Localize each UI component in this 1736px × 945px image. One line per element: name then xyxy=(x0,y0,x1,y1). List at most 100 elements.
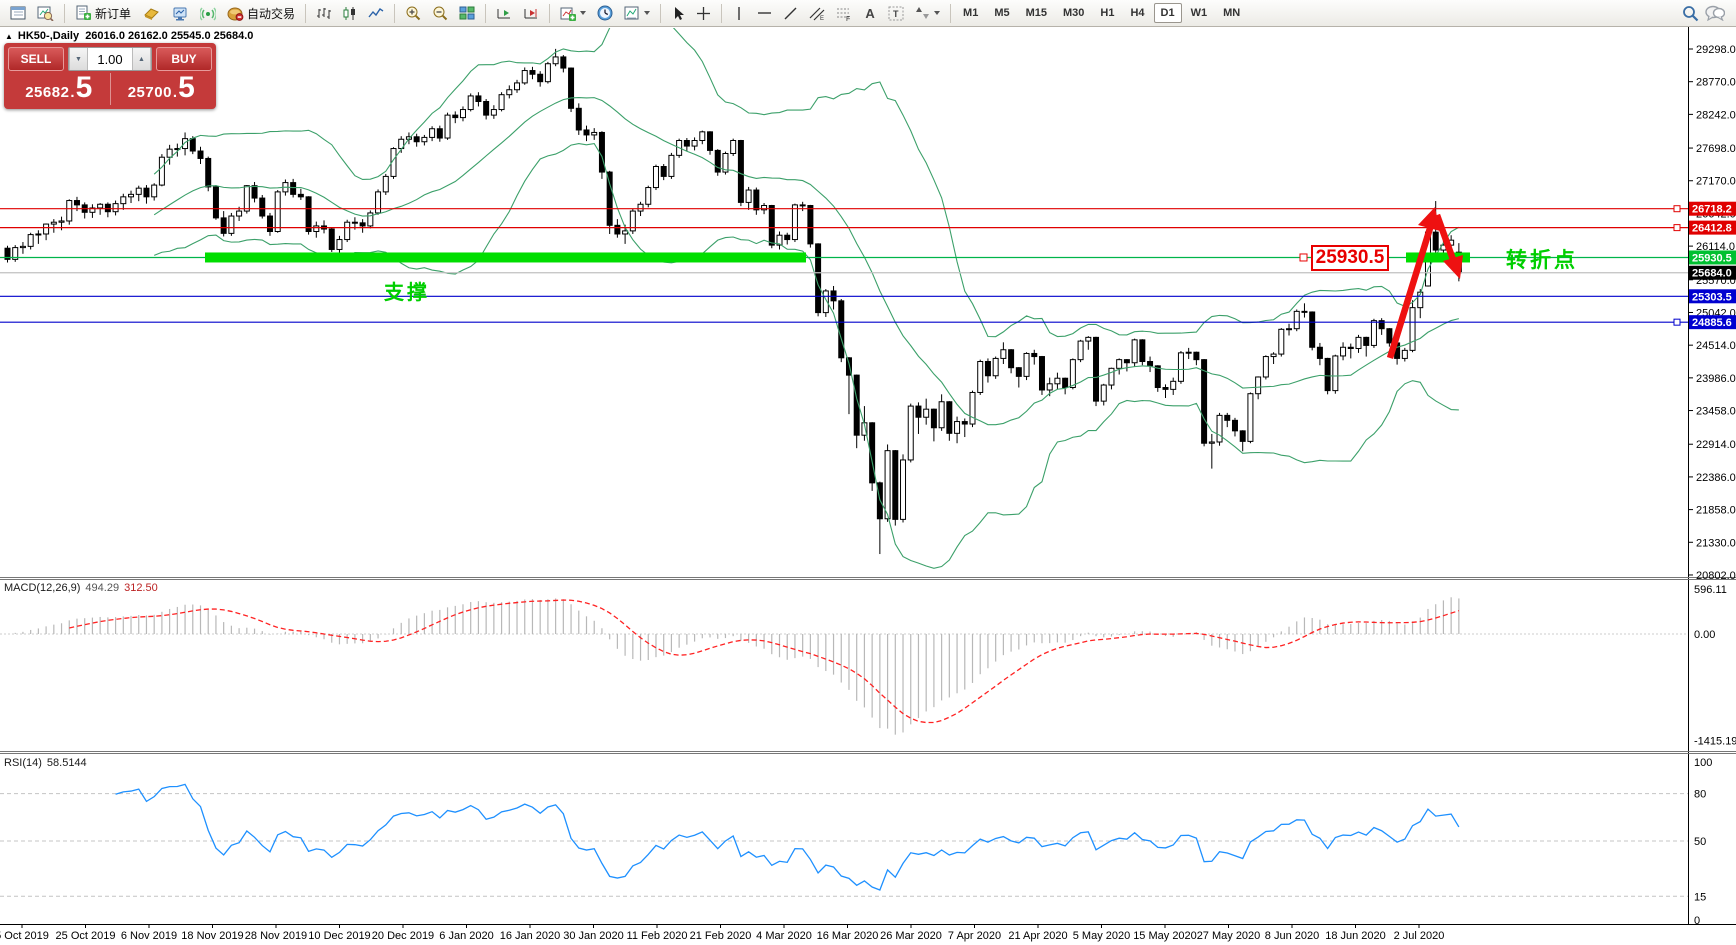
new-chart-button[interactable] xyxy=(5,2,31,24)
chart-header: ▲ HK50-,Daily 26016.0 26162.0 25545.0 256… xyxy=(5,30,253,42)
signals-button[interactable] xyxy=(195,2,221,24)
candlestick-mode-button[interactable] xyxy=(337,2,362,24)
channel-tool-button[interactable]: E xyxy=(804,2,830,24)
svg-text:50: 50 xyxy=(1694,836,1706,848)
timeframe-mn[interactable]: MN xyxy=(1223,7,1241,19)
svg-text:23458.0: 23458.0 xyxy=(1696,406,1736,418)
macd-pane xyxy=(0,597,1688,735)
svg-text:27698.0: 27698.0 xyxy=(1696,143,1736,155)
macd-main-value: 494.29 xyxy=(85,582,120,594)
support-annotation[interactable]: 支撑 xyxy=(384,282,430,304)
svg-text:23986.0: 23986.0 xyxy=(1696,373,1736,385)
chart-shift-button[interactable] xyxy=(518,2,544,24)
dropdown-caret-icon xyxy=(934,11,941,15)
turning-point-annotation[interactable]: 转折点 xyxy=(1506,249,1578,272)
rsi-axis: 100 80 50 15 0 xyxy=(1694,757,1712,927)
buy-price[interactable]: 25700. 5 xyxy=(109,73,213,105)
candles xyxy=(4,48,1462,555)
svg-text:80: 80 xyxy=(1694,789,1706,801)
profiles-button[interactable] xyxy=(32,2,59,24)
rsi-label: RSI(14) 58.5144 xyxy=(4,757,87,769)
crosshair-tool-button[interactable] xyxy=(691,2,716,24)
timeframe-w1[interactable]: W1 xyxy=(1190,7,1208,19)
svg-text:21330.0: 21330.0 xyxy=(1696,537,1736,549)
frame xyxy=(0,27,1736,925)
indicators-button[interactable] xyxy=(555,2,591,24)
auto-scroll-button[interactable] xyxy=(491,2,517,24)
line-chart-mode-button[interactable] xyxy=(363,2,389,24)
volume-control: ▼ 1.00 ▲ xyxy=(68,47,152,71)
svg-text:4 Mar 2020: 4 Mar 2020 xyxy=(756,930,812,942)
trend-arrows xyxy=(1386,207,1463,359)
label-tool-button[interactable]: T xyxy=(883,2,909,24)
support-bands xyxy=(205,252,1470,263)
toolbar-separator xyxy=(660,3,662,23)
svg-text:22914.0: 22914.0 xyxy=(1696,439,1736,451)
chart-background xyxy=(0,27,1736,945)
zoom-out-button[interactable] xyxy=(427,2,453,24)
volume-decrease-button[interactable]: ▼ xyxy=(69,48,88,70)
toolbar-separator xyxy=(64,3,65,23)
fibonacci-icon: F xyxy=(837,8,850,21)
svg-text:16 Jan 2020: 16 Jan 2020 xyxy=(500,930,561,942)
templates-icon xyxy=(624,6,639,19)
periods-button[interactable] xyxy=(592,2,618,24)
chat-icon[interactable] xyxy=(1705,5,1725,21)
cursor-tool-button[interactable] xyxy=(666,2,690,24)
indicators-icon xyxy=(560,7,577,21)
trendline-tool-button[interactable] xyxy=(778,2,803,24)
fibonacci-tool-button[interactable]: F xyxy=(831,2,857,24)
templates-button[interactable] xyxy=(619,2,655,24)
toolbar-separator xyxy=(305,3,307,23)
new-order-button[interactable]: 新订单 xyxy=(70,2,136,24)
arrows-tool-button[interactable] xyxy=(910,2,945,24)
svg-text:7 Apr 2020: 7 Apr 2020 xyxy=(948,930,1001,942)
timeframe-h1[interactable]: H1 xyxy=(1100,7,1115,19)
search-icon[interactable] xyxy=(1682,5,1699,22)
svg-text:27 May 2020: 27 May 2020 xyxy=(1197,930,1261,942)
autotrading-icon xyxy=(227,7,244,21)
svg-text:24885.6: 24885.6 xyxy=(1692,317,1732,329)
sell-price[interactable]: 25682. 5 xyxy=(25,71,93,104)
level-price-label[interactable]: 25930.5 xyxy=(1311,245,1389,271)
timeframe-m15[interactable]: M15 xyxy=(1025,7,1047,19)
zoom-out-icon xyxy=(433,6,448,21)
volume-value[interactable]: 1.00 xyxy=(88,48,132,70)
collapse-panel-icon[interactable]: ▲ xyxy=(5,32,13,41)
svg-text:5 Oct 2019: 5 Oct 2019 xyxy=(0,930,49,942)
buy-button[interactable]: BUY xyxy=(156,47,212,71)
dropdown-caret-icon xyxy=(580,11,587,15)
market-watch-button[interactable] xyxy=(166,2,194,24)
bar-chart-mode-button[interactable] xyxy=(311,2,336,24)
signals-icon xyxy=(200,7,217,20)
rsi-pane xyxy=(0,783,1688,897)
svg-text:20 Dec 2019: 20 Dec 2019 xyxy=(372,930,434,942)
timeframe-m5[interactable]: M5 xyxy=(994,7,1010,19)
timeframe-h4[interactable]: H4 xyxy=(1130,7,1145,19)
metaeditor-button[interactable] xyxy=(137,2,165,24)
timeframe-m30[interactable]: M30 xyxy=(1063,7,1085,19)
svg-text:24514.0: 24514.0 xyxy=(1696,340,1736,352)
horizontal-line-tool-button[interactable] xyxy=(752,2,777,24)
timeframe-d1[interactable]: D1 xyxy=(1153,3,1182,23)
macd-label: MACD(12,26,9) 494.29 312.50 xyxy=(4,582,158,594)
svg-text:16 Mar 2020: 16 Mar 2020 xyxy=(817,930,879,942)
macd-signal-value: 312.50 xyxy=(124,582,158,594)
svg-text:10 Dec 2019: 10 Dec 2019 xyxy=(308,930,370,942)
sell-button[interactable]: SELL xyxy=(8,47,64,71)
timeframe-m1[interactable]: M1 xyxy=(963,7,979,19)
volume-increase-button[interactable]: ▲ xyxy=(132,48,151,70)
autotrading-button[interactable]: 自动交易 xyxy=(222,2,300,24)
svg-text:27170.0: 27170.0 xyxy=(1696,176,1736,188)
candlestick-icon xyxy=(343,6,356,20)
zoom-in-button[interactable] xyxy=(400,2,426,24)
text-tool-button[interactable]: A xyxy=(858,2,882,24)
new-order-icon xyxy=(76,5,91,20)
svg-text:6 Nov 2019: 6 Nov 2019 xyxy=(121,930,177,942)
vertical-line-tool-button[interactable] xyxy=(727,2,751,24)
tile-windows-button[interactable] xyxy=(454,2,480,24)
svg-text:18 Nov 2019: 18 Nov 2019 xyxy=(181,930,243,942)
toolbar: 新订单 自动交易 xyxy=(0,0,1736,27)
